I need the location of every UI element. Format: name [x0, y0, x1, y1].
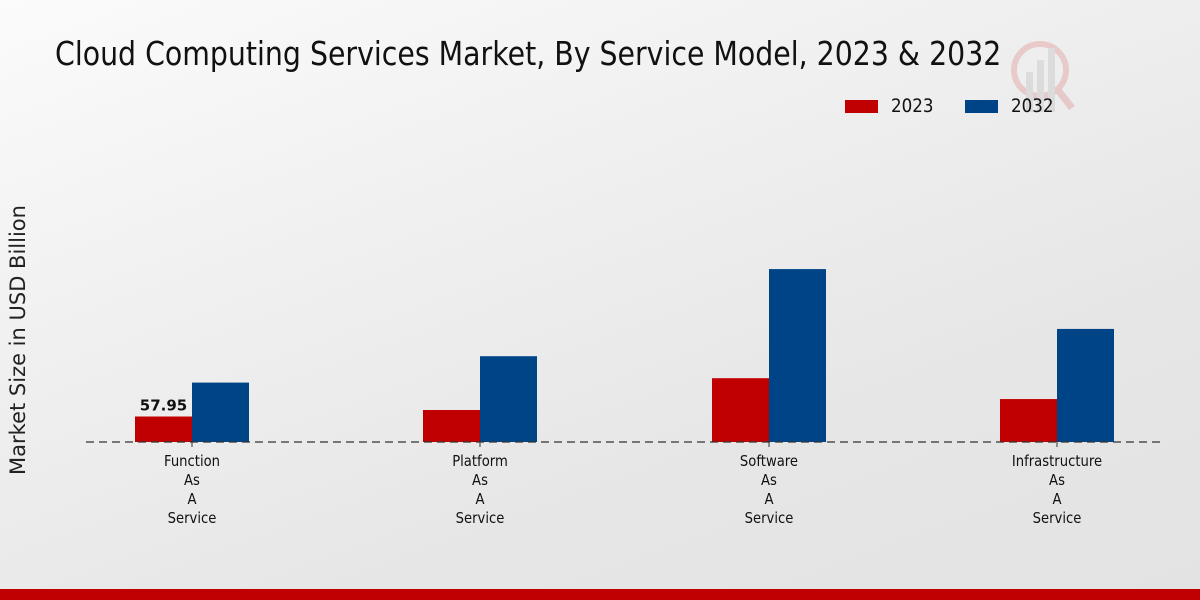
x-tick-label-3-line-1: As [1049, 472, 1065, 489]
x-tick-label-1-line-2: A [475, 491, 484, 508]
legend-item-2023: 2023 [845, 95, 939, 117]
x-tick-label-3-line-0: Infrastructure [1012, 453, 1102, 470]
x-tick-label-2-line-3: Service [745, 510, 794, 527]
bar-2032-2 [769, 269, 826, 442]
legend-label-2023: 2023 [891, 95, 934, 117]
bar-2032-0 [192, 382, 249, 442]
x-tick-label-1-line-0: Platform [452, 453, 508, 470]
x-tick-label-0-line-3: Service [168, 510, 217, 527]
x-tick-label-0-line-0: Function [164, 453, 220, 470]
bar-2023-0 [135, 416, 192, 442]
x-tick-label-2-line-1: As [761, 472, 777, 489]
x-tick-label-2-line-2: A [764, 491, 773, 508]
legend-label-2032: 2032 [1011, 95, 1054, 117]
legend-item-2032: 2032 [965, 95, 1059, 117]
x-tick-label-0-line-1: As [184, 472, 200, 489]
watermark-logo-icon [1011, 41, 1075, 112]
x-tick-label-2-line-0: Software [740, 453, 798, 470]
legend-swatch-2023 [845, 99, 878, 113]
chart-title: Cloud Computing Services Market, By Serv… [55, 34, 1002, 73]
bar-2023-1 [423, 410, 480, 442]
footer-band [0, 589, 1200, 600]
x-tick-label-1-line-3: Service [456, 510, 505, 527]
bar-2032-1 [480, 356, 537, 442]
x-tick-label-0-line-2: A [187, 491, 196, 508]
data-label-2023-0: 57.95 [140, 397, 187, 415]
x-tick-label-1-line-1: As [472, 472, 488, 489]
x-tick-label-3-line-3: Service [1033, 510, 1082, 527]
bar-2023-2 [712, 378, 769, 442]
legend-swatch-2032 [965, 99, 998, 113]
x-tick-label-3-line-2: A [1052, 491, 1061, 508]
bar-2032-3 [1057, 328, 1114, 442]
bar-2023-3 [1000, 399, 1057, 442]
